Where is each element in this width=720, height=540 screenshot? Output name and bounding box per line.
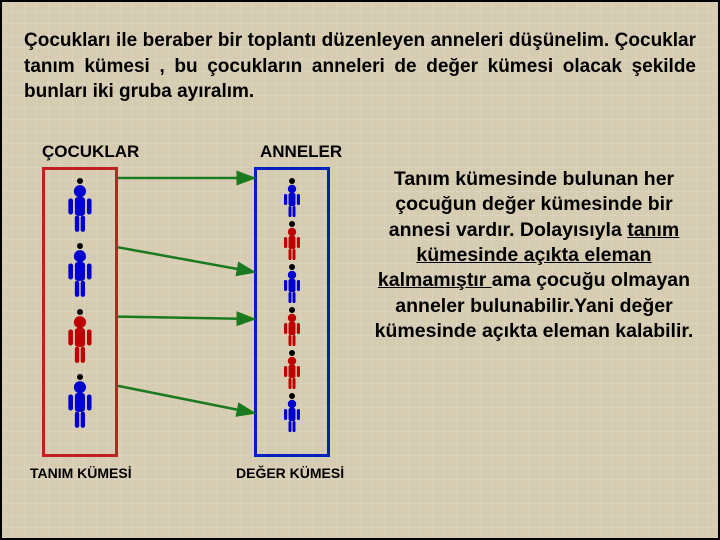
header-right: ANNELER bbox=[260, 142, 342, 162]
range-set-box bbox=[254, 167, 330, 457]
person-icon bbox=[281, 393, 303, 433]
caption-left: TANIM KÜMESİ bbox=[30, 465, 132, 481]
person-icon bbox=[281, 221, 303, 261]
domain-set-box bbox=[42, 167, 118, 457]
person-icon bbox=[64, 374, 96, 429]
person-icon bbox=[281, 350, 303, 390]
person-icon bbox=[281, 307, 303, 347]
person-icon bbox=[281, 264, 303, 304]
person-icon bbox=[281, 178, 303, 218]
intro-paragraph: Çocukları ile beraber bir toplantı düzen… bbox=[24, 28, 696, 105]
header-left: ÇOCUKLAR bbox=[42, 142, 139, 162]
explanation-text: Tanım kümesinde bulunan her çocuğun değe… bbox=[372, 167, 696, 344]
person-icon bbox=[64, 243, 96, 298]
person-icon bbox=[64, 178, 96, 233]
caption-right: DEĞER KÜMESİ bbox=[236, 465, 344, 481]
person-icon bbox=[64, 309, 96, 364]
